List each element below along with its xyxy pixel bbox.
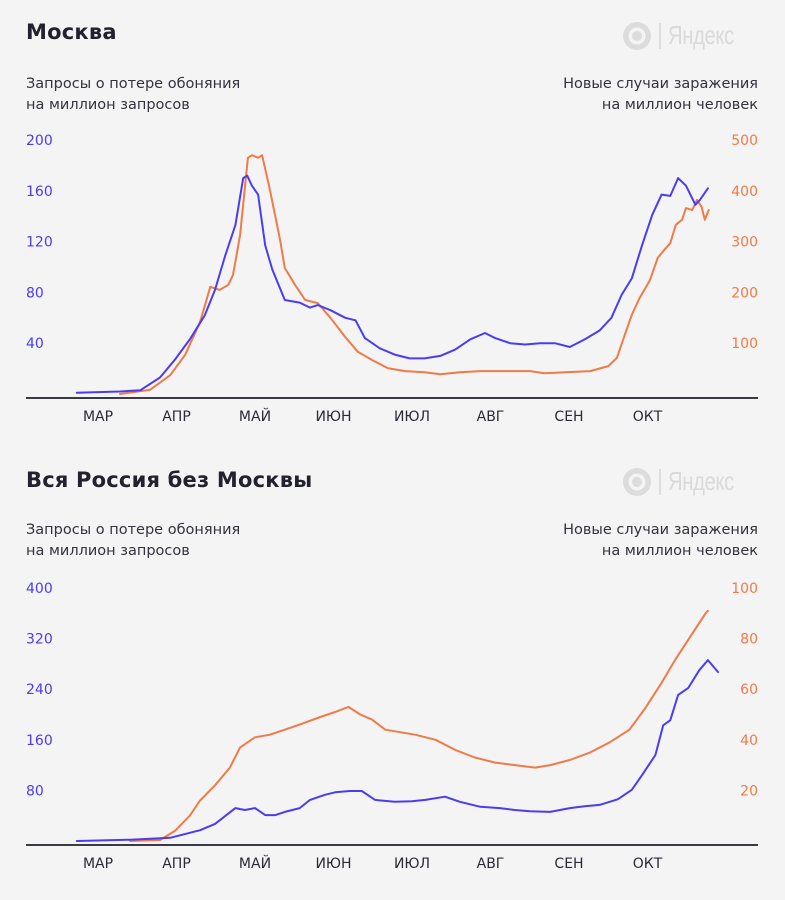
logo-divider <box>659 468 661 495</box>
left-axis-label: Запросы о потере обоняния на миллион зап… <box>26 520 240 562</box>
left-axis-label-line: Запросы о потере обоняния <box>26 76 241 92</box>
x-tick-label: ИЮН <box>315 409 351 425</box>
y-right-tick-label: 500 <box>731 133 758 149</box>
x-tick-label: АВГ <box>477 409 505 425</box>
y-left-tick-label: 240 <box>26 682 53 698</box>
left-axis-label-line: на миллион запросов <box>26 543 190 559</box>
left-axis-label: Запросы о потере обоняния на миллион зап… <box>26 74 240 116</box>
y-left-tick-label: 80 <box>26 783 44 799</box>
x-tick-label: АПР <box>162 409 191 425</box>
y-left-tick-label: 400 <box>26 581 53 597</box>
chart-title: Вся Россия без Москвы <box>26 468 313 492</box>
y-left-tick-label: 80 <box>26 285 44 301</box>
x-tick-label: СЕН <box>554 409 583 425</box>
y-left-tick-label: 320 <box>26 632 53 648</box>
y-right-tick-label: 300 <box>731 235 758 251</box>
chart-title: Москва <box>26 20 117 44</box>
y-left-tick-label: 160 <box>26 184 53 200</box>
x-tick-label: МАЙ <box>239 854 271 872</box>
cases-series-line <box>119 154 710 395</box>
yandex-logo: Яндекс <box>622 20 752 51</box>
right-axis-label: Новые случаи заражения на миллион челове… <box>563 74 758 116</box>
x-tick-label: МАЙ <box>239 407 271 425</box>
y-right-tick-label: 100 <box>731 581 758 597</box>
right-axis-label-line: на миллион человек <box>601 97 758 113</box>
x-tick-label: ИЮН <box>315 856 351 872</box>
russia-chart: МАР АПР МАЙ ИЮН ИЮЛ АВГ СЕН ОКТ 80 160 240 320 400 20… <box>26 581 758 872</box>
x-tick-label: ИЮЛ <box>394 856 430 872</box>
moscow-chart: МАР АПР МАЙ ИЮН ИЮЛ АВГ СЕН ОКТ 40 80 120 160 200 100… <box>26 133 758 425</box>
cases-series-line <box>129 609 709 842</box>
y-right-tick-label: 400 <box>731 184 758 200</box>
right-axis-label: Новые случаи заражения на миллион челове… <box>563 520 758 562</box>
y-left-tick-label: 120 <box>26 235 53 251</box>
left-axis-label-line: на миллион запросов <box>26 97 190 113</box>
right-axis-label-line: Новые случаи заражения <box>563 522 758 538</box>
left-axis-label-line: Запросы о потере обоняния <box>26 522 241 538</box>
searches-series-line <box>75 174 709 394</box>
x-tick-label: МАР <box>83 856 113 872</box>
x-tick-label: МАР <box>83 409 113 425</box>
yandex-target-icon <box>623 21 651 50</box>
x-tick-label: АВГ <box>477 856 505 872</box>
y-right-tick-label: 200 <box>731 285 758 301</box>
y-left-tick-label: 160 <box>26 733 53 749</box>
y-right-tick-label: 60 <box>740 682 758 698</box>
x-tick-label: АПР <box>162 856 191 872</box>
x-tick-label: ОКТ <box>633 409 663 425</box>
x-tick-label: ИЮЛ <box>394 409 430 425</box>
y-right-tick-label: 20 <box>740 783 758 799</box>
right-axis-label-line: Новые случаи заражения <box>563 76 758 92</box>
yandex-target-icon <box>623 467 651 496</box>
x-tick-label: ОКТ <box>633 856 663 872</box>
y-left-tick-label: 40 <box>26 336 44 352</box>
searches-series-line <box>75 659 720 842</box>
x-tick-label: СЕН <box>554 856 583 872</box>
russia-panel: Вся Россия без Москвы Яндекс Запросы о п… <box>0 450 785 900</box>
logo-text: Яндекс <box>668 466 734 496</box>
logo-divider <box>659 22 661 49</box>
moscow-panel: Москва Яндекс Запросы о потере обоняния … <box>26 20 758 425</box>
y-right-tick-label: 100 <box>731 336 758 352</box>
y-left-tick-label: 200 <box>26 133 53 149</box>
y-right-tick-label: 80 <box>740 632 758 648</box>
logo-text: Яндекс <box>668 20 734 50</box>
y-right-tick-label: 40 <box>740 733 758 749</box>
yandex-logo: Яндекс <box>622 466 752 497</box>
right-axis-label-line: на миллион человек <box>601 543 758 559</box>
